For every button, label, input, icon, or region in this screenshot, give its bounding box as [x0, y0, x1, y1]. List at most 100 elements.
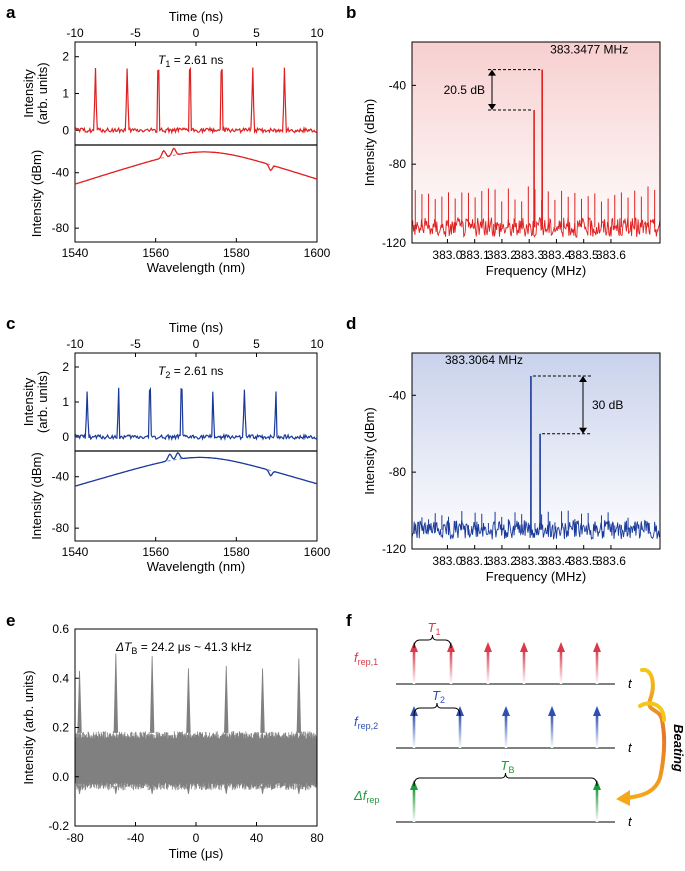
pulse-arrow-shaft — [412, 714, 416, 748]
pulse-train-trace — [74, 386, 318, 442]
pulse-arrow-shaft — [486, 650, 490, 684]
beating-arrowhead — [616, 790, 630, 806]
period-bracket — [413, 772, 598, 787]
pulse-arrow-shaft — [449, 650, 453, 684]
diagram-f: t frep,1 T1 t frep,2 T2 t Δfrep TB Beating — [353, 620, 685, 829]
wavelength-tick-label: 1560 — [142, 246, 169, 260]
time-tick-label: 10 — [310, 337, 324, 351]
time-axis-title: Time (μs) — [169, 846, 224, 861]
dbm-tick-label: -80 — [52, 521, 70, 535]
freq-tick-label: 383.0 — [432, 554, 462, 568]
pulse-arrow-shaft — [458, 714, 462, 748]
time-tick-label: -40 — [127, 831, 145, 845]
freq-axis-title: Frequency (MHz) — [486, 263, 586, 278]
dbm-tick-label: -40 — [52, 470, 70, 484]
freq-tick-label: 383.4 — [541, 248, 571, 262]
optical-spectrum-trace — [75, 451, 317, 487]
intensity-tick-label: 0.0 — [52, 770, 69, 784]
period-annotation: T2 = 2.61 ns — [158, 364, 223, 380]
dbm-tick-label: -80 — [389, 465, 407, 479]
period-bracket — [413, 702, 461, 717]
dbm-axis-title: Intensity (dBm) — [362, 99, 377, 186]
time-axis-title: Time (ns) — [169, 320, 223, 335]
freq-tick-label: 383.3 — [514, 554, 544, 568]
time-tick-label: 5 — [253, 337, 260, 351]
arrowhead-up — [488, 69, 496, 76]
dbm-tick-label: -80 — [389, 157, 407, 171]
intensity-axis-title: Intensity (arb. units) — [21, 670, 36, 784]
pulse-arrow-shaft — [595, 650, 599, 684]
time-tick-label: 10 — [310, 26, 324, 40]
plot-frame — [411, 41, 661, 244]
period-bracket-label: TB — [501, 758, 515, 775]
dbm-tick-label: -80 — [52, 221, 70, 235]
intensity-tick-label: 2 — [62, 360, 69, 374]
freq-tick-label: 383.2 — [487, 248, 517, 262]
time-tick-label: -10 — [66, 26, 84, 40]
arrowhead-down — [488, 103, 496, 110]
intensity-axis-title-line2: (arb. units) — [35, 371, 50, 433]
pulse-arrowhead — [484, 642, 492, 652]
dbm-tick-label: -40 — [52, 166, 70, 180]
time-axis-label: t — [628, 740, 633, 755]
beating-curve-branch — [638, 701, 666, 722]
interferogram-peak — [77, 670, 82, 795]
intensity-tick-label: 0.2 — [52, 721, 69, 735]
interferogram-peak — [113, 653, 119, 795]
freq-tick-label: 383.2 — [487, 554, 517, 568]
plot-frame — [74, 352, 318, 542]
pulse-arrow-shaft — [595, 788, 599, 822]
sech-fit-line — [75, 456, 317, 487]
intensity-axis-title-line1: Intensity — [21, 69, 36, 118]
beat-period-annotation: ΔTB = 24.2 μs ~ 41.3 kHz — [115, 640, 252, 656]
panel-label-f: f — [346, 611, 352, 630]
time-axis-label: t — [628, 676, 633, 691]
pulse-arrow-shaft — [412, 650, 416, 684]
wavelength-axis-title: Wavelength (nm) — [147, 559, 246, 574]
pulse-train-trace — [74, 66, 318, 135]
period-annotation: T1 = 2.61 ns — [158, 53, 223, 69]
wavelength-tick-label: 1600 — [304, 545, 331, 559]
panel-label-a: a — [6, 3, 16, 22]
intensity-tick-label: 0.4 — [52, 671, 69, 685]
freq-tick-label: 383.0 — [432, 248, 462, 262]
freq-tick-label: 383.3 — [514, 248, 544, 262]
time-tick-label: -10 — [66, 337, 84, 351]
row-label: frep,1 — [354, 650, 378, 667]
wavelength-axis-title: Wavelength (nm) — [147, 260, 246, 275]
intensity-tick-label: -0.2 — [48, 819, 69, 833]
intensity-tick-label: 0 — [62, 430, 69, 444]
plot-frame — [74, 628, 318, 827]
interferogram-peak — [260, 668, 265, 795]
freq-tick-label: 383.4 — [541, 554, 571, 568]
plot-background — [412, 42, 660, 243]
freq-tick-label: 383.1 — [460, 248, 490, 262]
time-tick-label: 0 — [193, 337, 200, 351]
wavelength-tick-label: 1560 — [142, 545, 169, 559]
beating-curve — [624, 667, 667, 800]
panel-label-d: d — [346, 314, 356, 333]
freq-tick-label: 383.6 — [596, 248, 626, 262]
panel-label-c: c — [6, 314, 15, 333]
peak-frequency-label: 383.3064 MHz — [445, 353, 523, 367]
intensity-tick-label: 0 — [62, 123, 69, 137]
dbm-tick-label: -40 — [389, 388, 407, 402]
pulse-arrow-shaft — [504, 714, 508, 748]
dbm-axis-title: Intensity (dBm) — [362, 407, 377, 494]
arrowhead-down — [579, 427, 587, 434]
time-tick-label: -5 — [130, 337, 141, 351]
db-difference-label: 20.5 dB — [444, 83, 485, 97]
period-bracket-label: T2 — [432, 688, 445, 705]
period-bracket — [413, 634, 452, 649]
intensity-tick-label: 1 — [62, 87, 69, 101]
freq-tick-label: 383.6 — [596, 554, 626, 568]
row-label: frep,2 — [354, 714, 378, 731]
pulse-arrow-shaft — [559, 650, 563, 684]
db-difference-label: 30 dB — [592, 398, 623, 412]
intensity-tick-label: 0.6 — [52, 622, 69, 636]
interferogram-peak — [186, 668, 191, 795]
